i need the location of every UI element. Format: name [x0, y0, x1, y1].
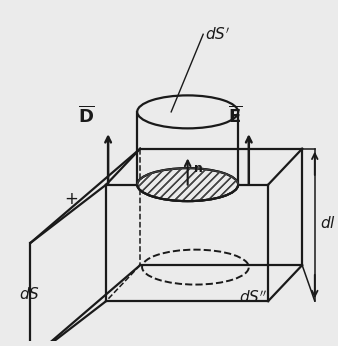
- Text: $dS$: $dS$: [19, 286, 40, 302]
- Text: $dS'$: $dS'$: [205, 27, 231, 43]
- Ellipse shape: [137, 95, 238, 128]
- Text: $+$: $+$: [64, 190, 78, 208]
- Text: $\overline{\mathbf{E}}$: $\overline{\mathbf{E}}$: [228, 106, 242, 126]
- Text: $dl$: $dl$: [320, 216, 335, 231]
- Text: $\overline{\mathbf{D}}$: $\overline{\mathbf{D}}$: [78, 106, 95, 126]
- Text: $\mathbf{n}$: $\mathbf{n}$: [193, 162, 202, 175]
- Ellipse shape: [137, 168, 238, 201]
- Text: $dS''$: $dS''$: [239, 290, 267, 307]
